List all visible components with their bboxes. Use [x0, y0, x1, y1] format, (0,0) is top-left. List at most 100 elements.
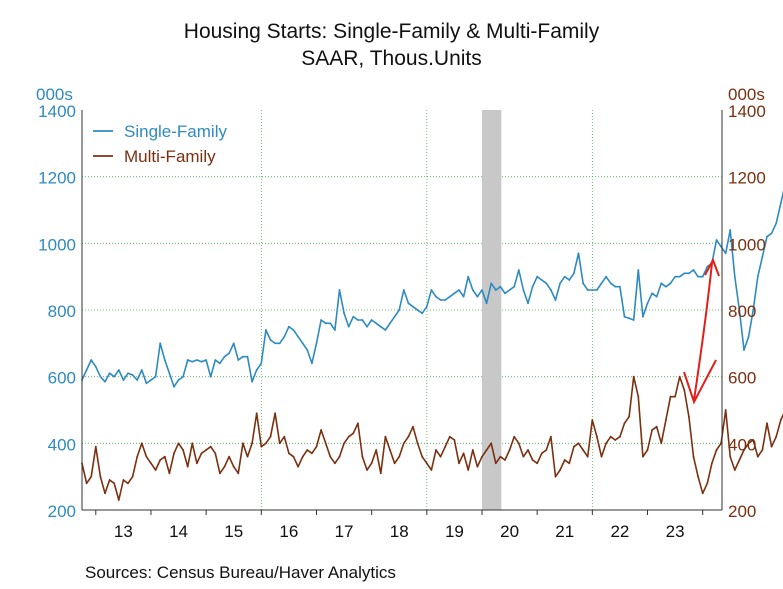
- multi-family-point: [219, 472, 221, 475]
- multi-family-point: [701, 492, 704, 495]
- multi-family-point: [90, 475, 93, 478]
- multi-family-point: [609, 435, 612, 438]
- multi-family-point: [140, 442, 143, 445]
- multi-family-point: [283, 435, 286, 438]
- multi-family-point: [402, 442, 405, 445]
- multi-family-point: [306, 449, 309, 451]
- multi-family-point: [508, 449, 511, 451]
- single-family-point: [375, 322, 378, 325]
- left-tick-label: 200: [48, 502, 76, 521]
- multi-family-point: [688, 415, 690, 418]
- multi-family-point: [209, 445, 212, 448]
- multi-family-point: [136, 455, 139, 458]
- multi-family-point: [770, 445, 773, 448]
- multi-family-point: [646, 449, 649, 451]
- single-family-point: [251, 380, 254, 383]
- multi-family-point: [642, 455, 644, 458]
- multi-family-point: [462, 452, 465, 455]
- single-family-point: [407, 302, 410, 305]
- multi-family-point: [421, 455, 424, 458]
- single-family-point: [361, 319, 364, 321]
- single-family-point: [701, 275, 704, 278]
- single-family-point: [136, 379, 139, 381]
- multi-family-point: [200, 452, 203, 455]
- multi-family-point: [733, 469, 736, 471]
- x-tick-label: 22: [610, 522, 629, 541]
- x-tick-label: 20: [500, 522, 519, 541]
- multi-family-point: [343, 442, 345, 445]
- multi-family-point: [278, 442, 281, 445]
- single-family-point: [476, 295, 479, 298]
- single-family-point: [692, 269, 695, 271]
- single-family-point: [724, 252, 727, 255]
- left-axis-unit: 000s: [36, 85, 73, 104]
- single-family-point: [706, 265, 709, 268]
- legend: Single-Family Multi-Family: [93, 122, 227, 166]
- single-family-point: [729, 229, 732, 231]
- multi-family-point: [655, 425, 658, 428]
- single-family-point: [545, 282, 548, 285]
- multi-family-point: [467, 469, 470, 471]
- multi-family-point: [311, 452, 313, 455]
- multi-family-point: [159, 459, 162, 461]
- single-family-point: [605, 275, 607, 278]
- left-tick-label: 1400: [38, 102, 76, 121]
- recession-band-layer: [482, 110, 502, 510]
- single-family-point: [416, 309, 419, 311]
- annotation-arrow-shaft: [693, 262, 713, 401]
- multi-family-point: [476, 465, 479, 468]
- multi-family-point: [632, 375, 635, 378]
- single-family-point: [779, 202, 782, 205]
- multi-family-point: [389, 449, 391, 451]
- multi-family-point: [517, 442, 520, 445]
- single-family-point: [582, 282, 584, 285]
- multi-family-point: [150, 462, 152, 465]
- multi-family-point: [738, 459, 741, 461]
- single-family-point: [228, 352, 231, 355]
- multi-family-point: [416, 442, 419, 445]
- x-tick-label: 21: [555, 522, 574, 541]
- plot-area: [82, 110, 722, 510]
- annotation-layer: [683, 257, 720, 405]
- single-family-point: [127, 372, 129, 375]
- x-tick-label: 17: [335, 522, 354, 541]
- x-tick-label: 14: [169, 522, 188, 541]
- single-family-point: [117, 369, 120, 371]
- left-tick-label: 600: [48, 369, 76, 388]
- single-family-point: [425, 305, 428, 308]
- single-family-point: [196, 359, 198, 361]
- multi-family-point: [269, 435, 272, 438]
- single-family-point: [770, 232, 773, 235]
- single-family-point: [320, 319, 322, 321]
- single-family-point: [623, 315, 626, 318]
- multi-family-point: [448, 435, 451, 438]
- multi-family-point: [288, 452, 290, 455]
- multi-family-point: [85, 482, 88, 485]
- annotation-arrow-head-down: [683, 359, 717, 405]
- single-family-point: [140, 369, 143, 371]
- single-family-point: [306, 349, 309, 351]
- multi-family-point: [370, 462, 373, 465]
- single-family-point: [733, 275, 736, 278]
- multi-family-point: [214, 452, 217, 455]
- single-family-point: [301, 342, 304, 345]
- single-family-point: [324, 322, 327, 325]
- multi-family-point: [246, 455, 249, 458]
- single-family-point: [163, 359, 166, 361]
- multi-family-point: [600, 455, 603, 458]
- single-family-point: [145, 382, 148, 385]
- single-family-point: [554, 299, 557, 301]
- single-family-point: [527, 302, 529, 305]
- right-axis-unit: 000s: [728, 85, 765, 104]
- multi-family-point: [131, 475, 134, 478]
- multi-family-point: [205, 449, 208, 451]
- single-family-point: [265, 329, 267, 331]
- multi-family-point: [177, 442, 180, 445]
- single-family-point: [756, 275, 759, 278]
- single-family-point: [513, 285, 516, 288]
- single-family-point: [177, 379, 180, 381]
- single-family-point: [131, 374, 134, 376]
- single-family-point: [688, 272, 690, 275]
- multi-family-point: [104, 492, 106, 495]
- multi-family-point: [255, 412, 258, 415]
